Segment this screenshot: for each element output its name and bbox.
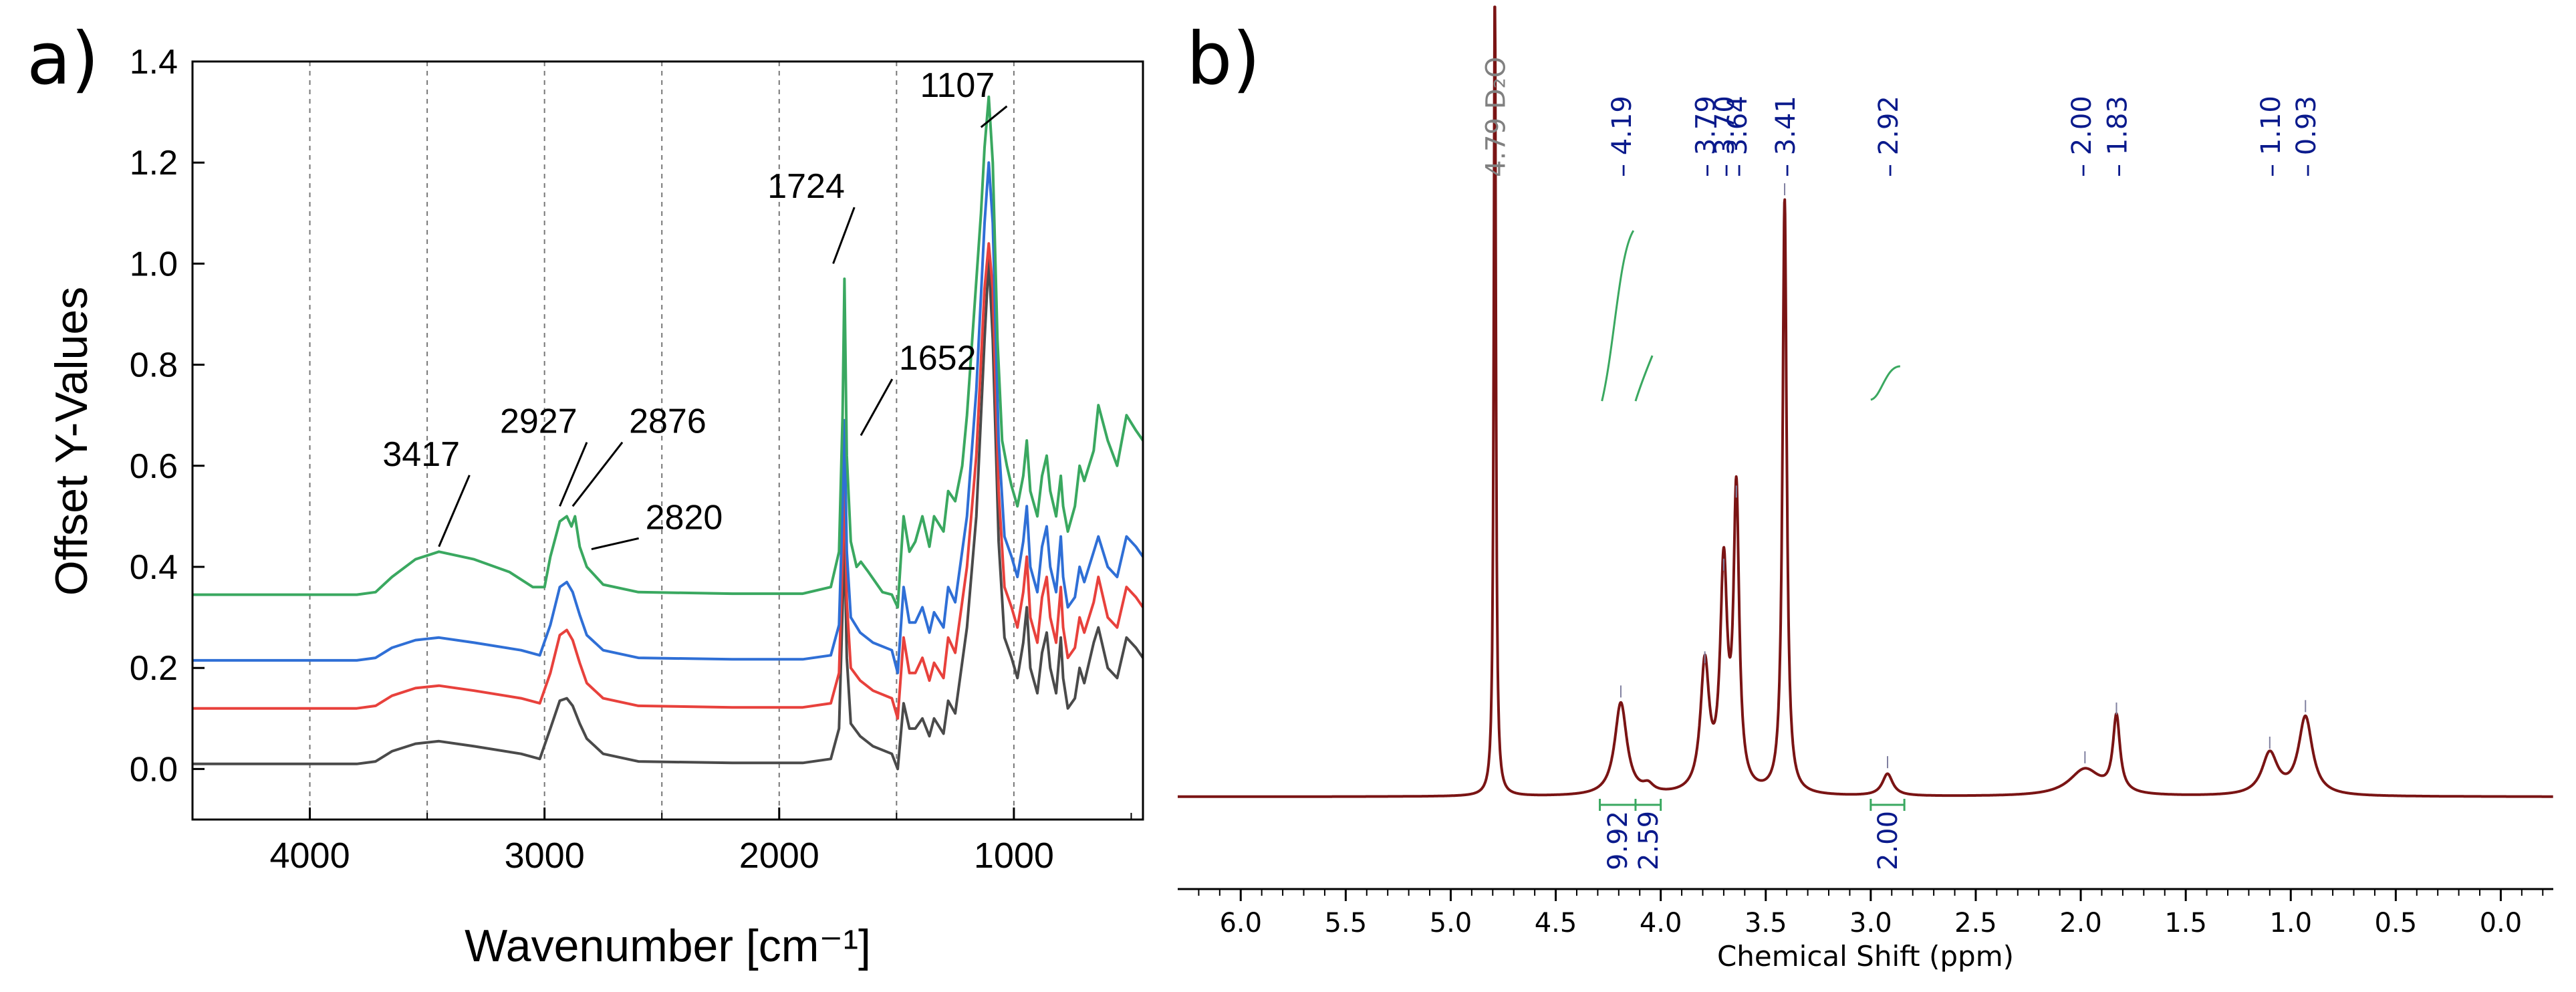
peak-label-2.92: – 2.92 xyxy=(1874,96,1904,177)
y-tick-label: 0.2 xyxy=(130,649,178,688)
y-tick-label: 1.4 xyxy=(130,43,178,82)
series-black-line xyxy=(192,257,1144,771)
y-tick-label: 0.6 xyxy=(130,447,178,486)
x-tick-label: 1.5 xyxy=(2164,908,2207,939)
peak-label-3.41: – 3.41 xyxy=(1771,96,1801,177)
peak-label-0.93: – 0.93 xyxy=(2291,96,2322,177)
annotation-1724: 1724 xyxy=(767,167,845,206)
peak-label-4.79: 4.79 D₂O xyxy=(1480,57,1511,177)
x-tick-label: 3.0 xyxy=(1849,908,1892,939)
annotation-1652: 1652 xyxy=(899,339,977,378)
annotation-leader-2876 xyxy=(571,441,624,507)
y-tick-label: 0.4 xyxy=(130,548,178,587)
integral-value-2.59: 2.59 xyxy=(1634,811,1664,870)
panel-b-nmr-chart: b) 4.79 D₂O – 4.19 – 3.79– 3.70– 3.64 – 3.4… xyxy=(1176,5,2555,973)
annotation-2876: 2876 xyxy=(629,402,706,441)
x-tick-label: 4.5 xyxy=(1535,908,1577,939)
y-tick-label: 1.0 xyxy=(130,245,178,283)
x-tick-label: 5.0 xyxy=(1430,908,1472,939)
y-tick-label: 0.0 xyxy=(130,750,178,789)
x-tick-label: 1000 xyxy=(974,836,1054,876)
series-green-line xyxy=(192,95,1144,609)
integral-curve-2.59 xyxy=(1634,355,1654,402)
x-tick-label: 2.0 xyxy=(2059,908,2102,939)
panel-b-integral-curves xyxy=(1601,230,1901,402)
x-tick-label: 4000 xyxy=(269,836,350,876)
annotation-leader-2820 xyxy=(591,537,639,551)
peak-label-3.79: – 3.79 xyxy=(1691,96,1722,177)
panel-a-x-axis: 4000 3000 2000 1000 xyxy=(269,808,1132,876)
x-tick-label: 2000 xyxy=(739,836,819,876)
peak-label-1.83: – 1.83 xyxy=(2102,96,2133,177)
annotation-leader-1724 xyxy=(832,207,856,264)
panel-b-x-axis: 6.0 5.5 5.0 4.5 4.0 3.5 3.0 2.5 2.0 1.5 1.0 0.5 0.0 xyxy=(1198,889,2544,939)
annotation-2927: 2927 xyxy=(500,402,577,441)
panel-a-ftir-chart: a) 3417 2927 2876 2820 1724 1652 1107 4000 3000… xyxy=(27,17,1144,971)
annotation-1107: 1107 xyxy=(920,66,995,105)
panel-b-label: b) xyxy=(1186,17,1261,101)
panel-b-x-axis-title: Chemical Shift (ppm) xyxy=(1717,940,2014,973)
panel-a-x-axis-title: Wavenumber [cm⁻¹] xyxy=(465,920,871,971)
x-tick-label: 1.0 xyxy=(2269,908,2312,939)
panel-a-series xyxy=(192,95,1144,771)
x-tick-label: 5.5 xyxy=(1325,908,1368,939)
nmr-spectrum-line xyxy=(1176,5,2555,798)
x-tick-label: 3.5 xyxy=(1745,908,1787,939)
panel-a-label: a) xyxy=(27,17,99,101)
integral-curve-2.00 xyxy=(1870,365,1901,401)
panel-b-peak-labels: 4.79 D₂O – 4.19 – 3.79– 3.70– 3.64 – 3.41 – … xyxy=(1480,57,2322,177)
annotation-leader-1107 xyxy=(980,105,1008,128)
integral-value-2.00: 2.00 xyxy=(1873,811,1904,870)
integral-curve-9.92 xyxy=(1601,230,1635,402)
peak-label-2.00: – 2.00 xyxy=(2067,96,2097,177)
panel-a-frame xyxy=(191,60,1144,821)
annotation-3417: 3417 xyxy=(382,435,460,474)
panel-a-annotations: 3417 2927 2876 2820 1724 1652 1107 xyxy=(382,66,1008,551)
x-tick-label: 0.0 xyxy=(2480,908,2523,939)
annotation-leader-3417 xyxy=(438,475,471,547)
x-tick-label: 6.0 xyxy=(1219,908,1262,939)
y-tick-label: 0.8 xyxy=(130,346,178,385)
integral-value-9.92: 9.92 xyxy=(1603,811,1634,870)
x-tick-label: 2.5 xyxy=(1954,908,1997,939)
x-tick-label: 4.0 xyxy=(1640,908,1682,939)
peak-label-3.70: – 3.70 xyxy=(1710,96,1741,177)
series-red-line xyxy=(192,242,1144,720)
series-blue-line xyxy=(192,161,1144,674)
panel-a-y-axis: 0.0 0.2 0.4 0.6 0.8 1.0 1.2 1.4 xyxy=(130,43,205,789)
peak-label-4.19: – 4.19 xyxy=(1607,96,1638,177)
panel-b-integral-labels: 9.92 2.59 2.00 xyxy=(1599,799,1906,870)
annotation-leader-2927 xyxy=(559,442,588,507)
annotation-leader-1652 xyxy=(860,378,894,437)
panel-a-y-axis-title: Offset Y-Values xyxy=(46,287,97,596)
y-tick-label: 1.2 xyxy=(130,144,178,182)
annotation-2820: 2820 xyxy=(646,498,723,537)
peak-label-1.10: – 1.10 xyxy=(2256,96,2287,177)
x-tick-label: 0.5 xyxy=(2375,908,2418,939)
x-tick-label: 3000 xyxy=(505,836,585,876)
panel-b-spectrum xyxy=(1176,5,2555,798)
peak-label-3.64: – 3.64 xyxy=(1722,96,1753,177)
